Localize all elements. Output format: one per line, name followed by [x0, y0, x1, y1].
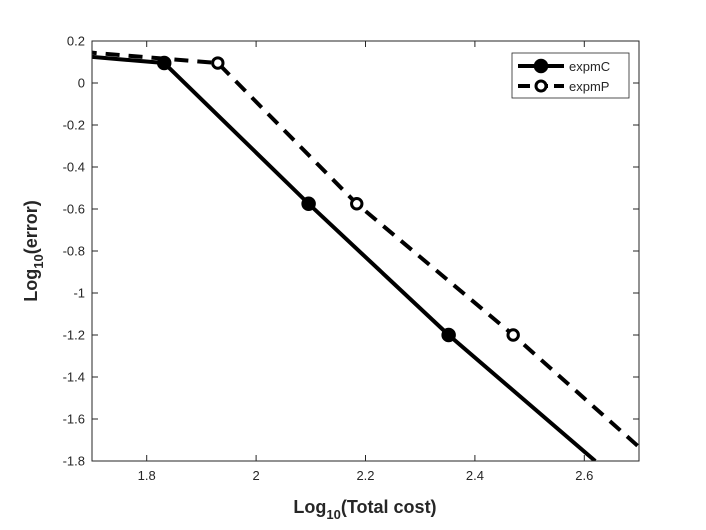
legend-label-expmP: expmP [569, 79, 609, 94]
y-axis: 0.2 0 -0.2 -0.4 -0.6 -0.8 -1 -1.2 -1.4 -1.6 -1.8 [63, 34, 639, 469]
x-axis-title: Log10(Total cost) [293, 497, 436, 522]
y-tick-label: 0.2 [67, 34, 85, 49]
x-tick-label: 2.4 [466, 468, 484, 483]
y-tick-label: -0.2 [63, 118, 85, 133]
x-axis: 1.8 2 2.2 2.4 2.6 [138, 41, 593, 483]
y-tick-label: -0.4 [63, 160, 85, 175]
legend: expmC expmP [511, 52, 630, 99]
data-point-expmP [211, 56, 225, 70]
plot-frame [91, 40, 640, 462]
series-line-expmP [92, 50, 639, 450]
data-point-expmC [441, 327, 456, 343]
data-point-expmP [506, 328, 520, 342]
x-tick-label: 1.8 [138, 468, 156, 483]
x-tick-label: 2.6 [575, 468, 593, 483]
y-tick-label: -1.2 [63, 328, 85, 343]
x-tick-label: 2.2 [356, 468, 374, 483]
y-tick-label: -0.6 [63, 202, 85, 217]
series-line-expmC [92, 54, 597, 461]
x-tick-label: 2 [252, 468, 259, 483]
x-axis-title-prefix: Log [293, 497, 326, 517]
y-tick-label: -1.4 [63, 370, 85, 385]
legend-marker-expmP [534, 79, 548, 93]
y-tick-label: -1.6 [63, 412, 85, 427]
legend-marker-expmC [533, 58, 549, 74]
legend-box [511, 52, 630, 99]
data-point-expmP [350, 197, 364, 211]
y-tick-label: 0 [78, 76, 85, 91]
series-layer [92, 50, 639, 461]
y-tick-label: -1.8 [63, 454, 85, 469]
y-axis-title-subscript: 10 [31, 254, 46, 268]
x-axis-title-subscript: 10 [326, 507, 340, 522]
y-axis-title-prefix: Log [21, 269, 41, 302]
data-point-expmC [301, 196, 316, 211]
x-axis-title-suffix: (Total cost) [341, 497, 437, 517]
y-axis-title-suffix: (error) [21, 200, 41, 254]
y-tick-label: -1 [73, 286, 85, 301]
y-tick-label: -0.8 [63, 244, 85, 259]
y-axis-title: Log10(error) [21, 200, 46, 301]
legend-label-expmC: expmC [569, 59, 610, 74]
